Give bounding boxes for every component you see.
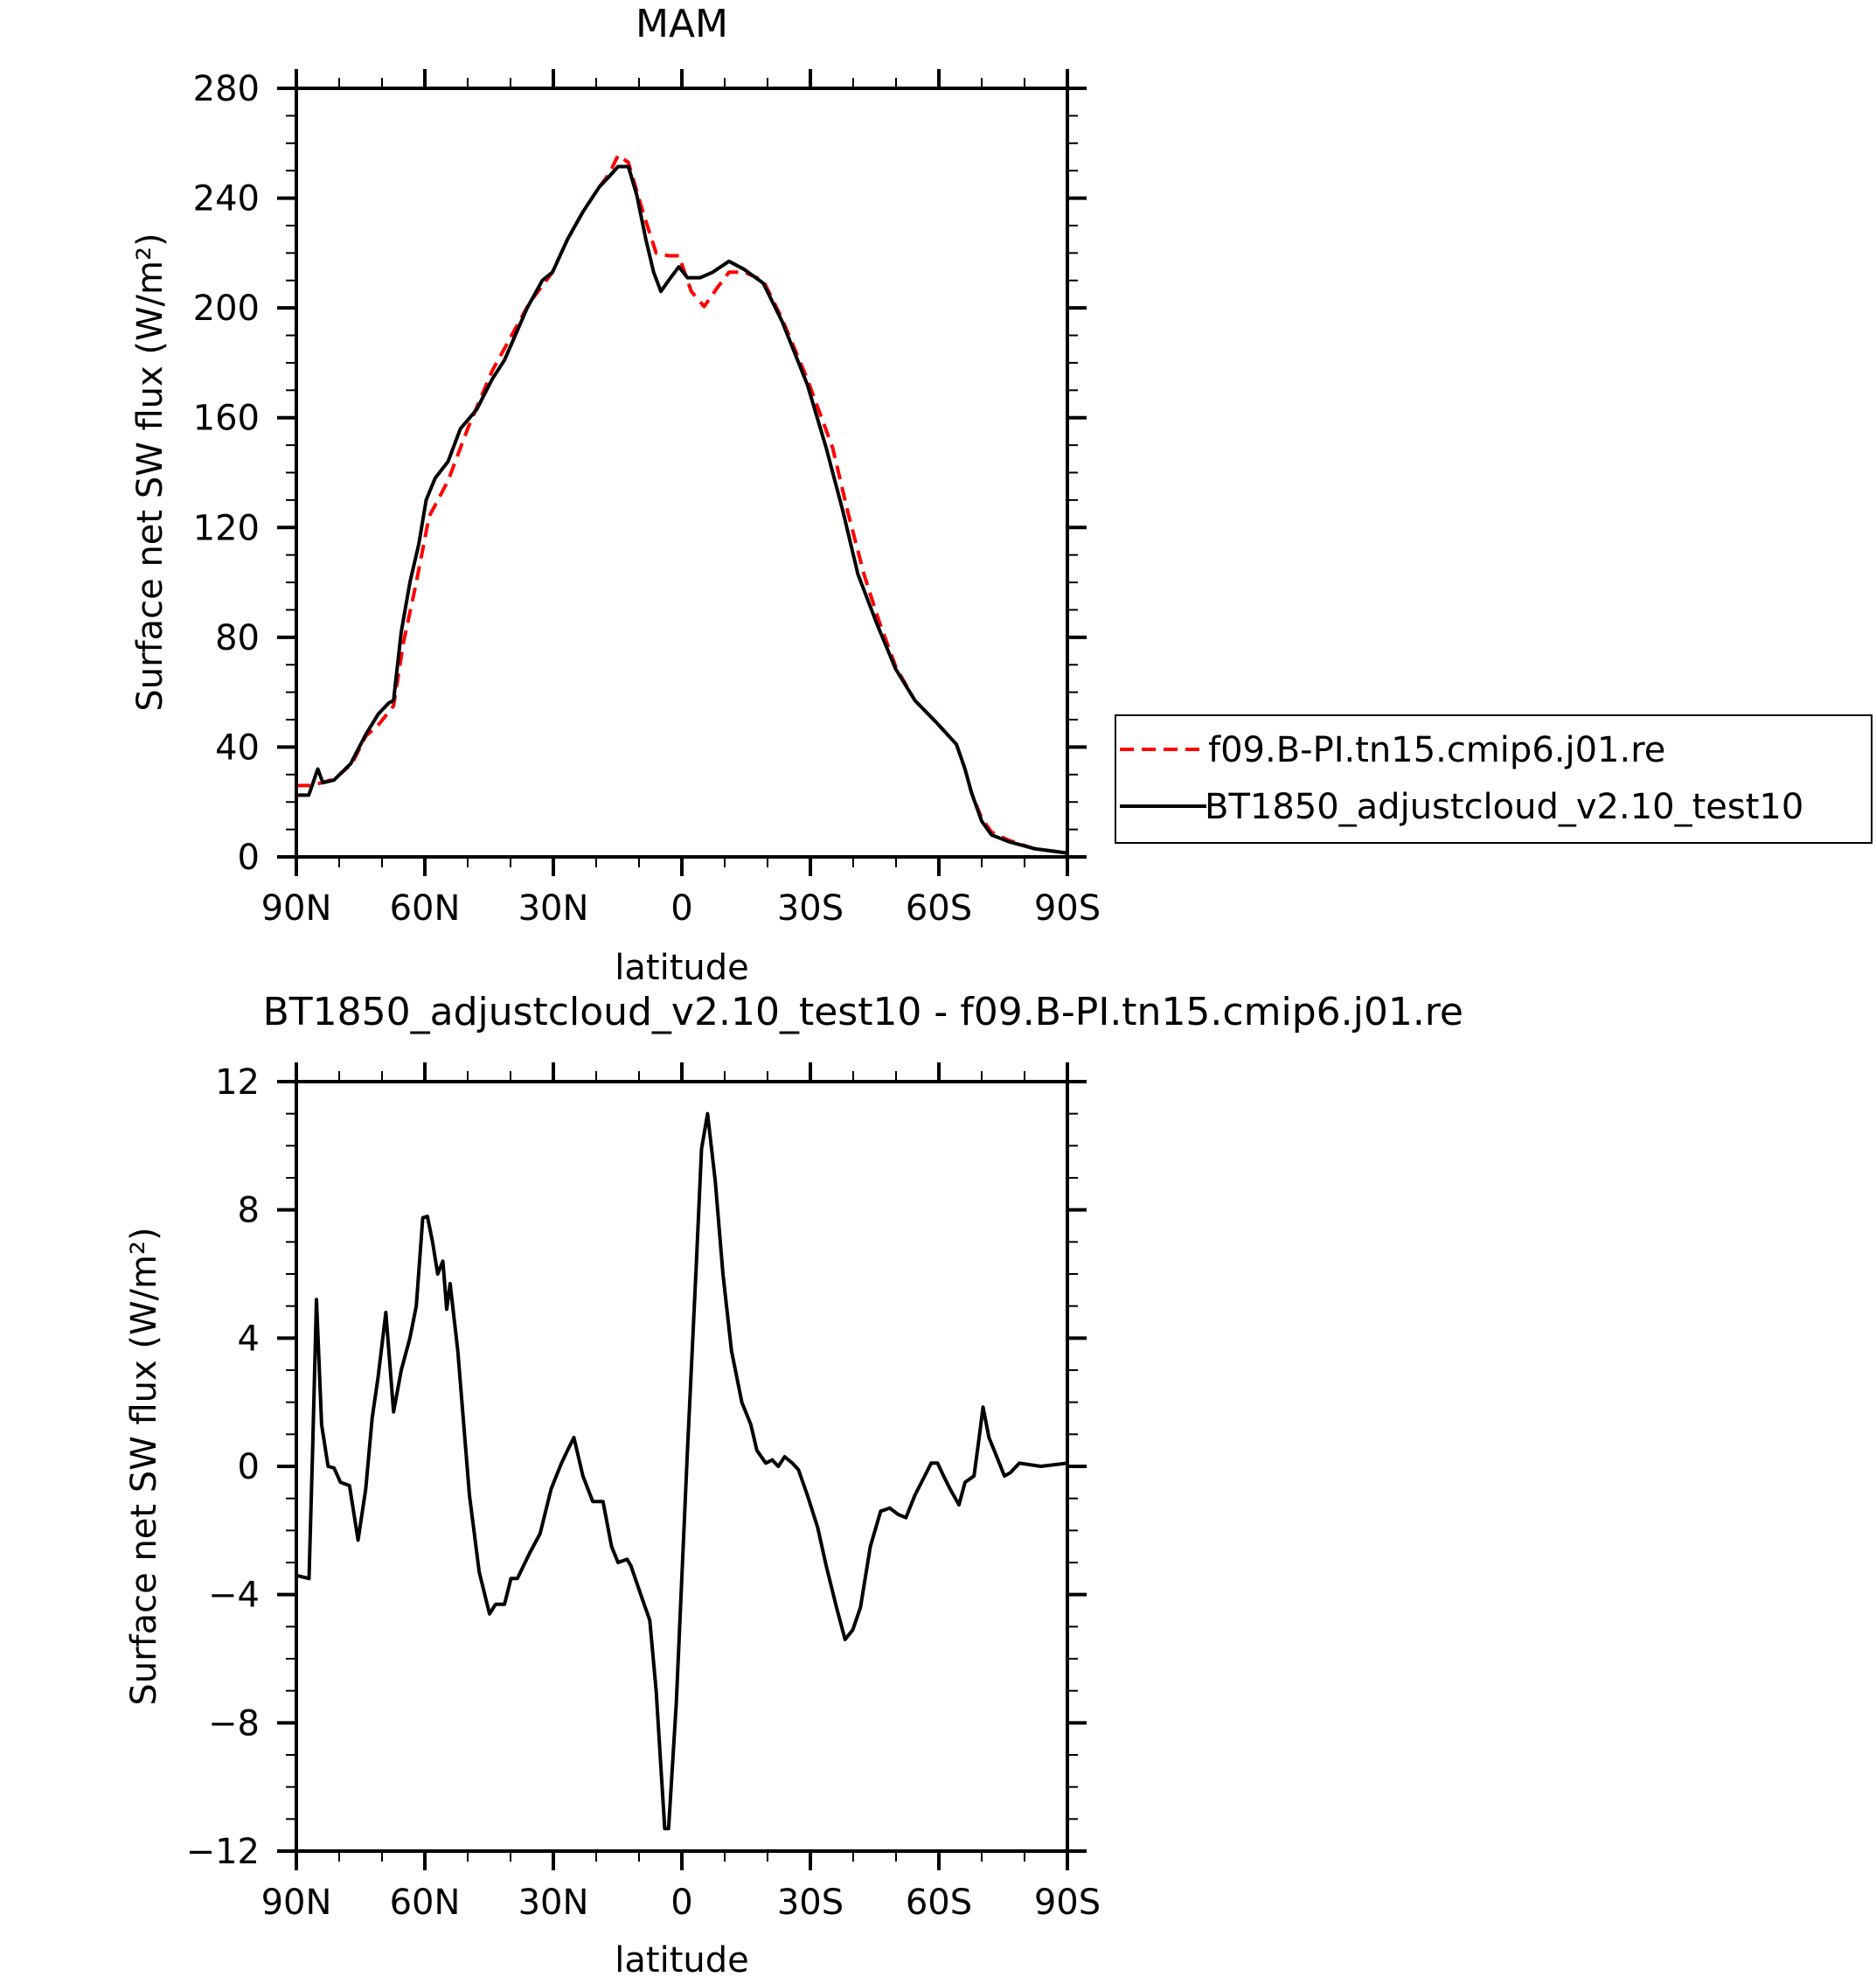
top-y-axis-label: Surface net SW flux (W/m²) [130, 233, 170, 711]
x-tick-label: 90N [261, 888, 332, 929]
y-tick-label: 200 [193, 289, 260, 329]
bottom-x-axis-label: latitude [615, 1940, 748, 1977]
y-tick-label: 80 [215, 618, 260, 658]
y-tick-label: 12 [215, 1062, 260, 1103]
series-line-f09-red-dashed [296, 153, 1068, 855]
series-line-difference-black [295, 1111, 1068, 1831]
legend-label-bt1850: BT1850_adjustcloud_v2.10_test10 [1205, 787, 1803, 827]
x-tick-label: 90S [1034, 1883, 1101, 1923]
y-tick-label: 0 [238, 838, 260, 878]
y-tick-label: 4 [238, 1319, 260, 1359]
y-tick-label: −4 [208, 1576, 260, 1616]
top-chart-title: MAM [636, 2, 728, 46]
x-tick-label: 60N [390, 888, 461, 929]
x-tick-label: 30N [518, 888, 589, 929]
x-tick-label: 60S [906, 1883, 972, 1923]
x-tick-label: 90S [1034, 888, 1101, 929]
top-x-axis-label: latitude [615, 948, 748, 988]
x-tick-label: 0 [670, 888, 692, 929]
series-line-bt1850-black [296, 164, 1068, 855]
bottom-panel-difference: BT1850_adjustcloud_v2.10_test10 - f09.B-… [124, 990, 1463, 1977]
y-tick-label: 280 [193, 69, 260, 109]
legend: f09.B-PI.tn15.cmip6.j01.re BT1850_adjust… [1115, 714, 1873, 844]
x-tick-label: 0 [670, 1883, 692, 1923]
x-tick-label: 90N [261, 1883, 332, 1923]
bottom-y-axis-label: Surface net SW flux (W/m²) [124, 1227, 164, 1705]
legend-label-f09: f09.B-PI.tn15.cmip6.j01.re [1208, 730, 1665, 770]
legend-box [1115, 714, 1873, 844]
y-tick-label: 240 [193, 179, 260, 219]
x-tick-label: 30N [518, 1883, 589, 1923]
x-tick-label: 30S [777, 888, 844, 929]
y-tick-label: 160 [193, 399, 260, 439]
bottom-chart-title: BT1850_adjustcloud_v2.10_test10 - f09.B-… [263, 990, 1463, 1034]
top-panel-mam: MAM latitude Surface net SW flux (W/m²) … [130, 2, 1101, 988]
plot-frame [295, 87, 1069, 859]
y-tick-label: 0 [238, 1447, 260, 1487]
y-tick-label: −8 [208, 1703, 260, 1744]
x-tick-label: 60S [906, 888, 972, 929]
plot-frame [295, 1080, 1069, 1853]
y-tick-label: 8 [238, 1191, 260, 1231]
x-tick-label: 60N [390, 1883, 461, 1923]
y-tick-label: −12 [186, 1832, 260, 1872]
x-tick-label: 30S [777, 1883, 844, 1923]
y-tick-label: 120 [193, 508, 260, 548]
y-tick-label: 40 [215, 727, 260, 768]
